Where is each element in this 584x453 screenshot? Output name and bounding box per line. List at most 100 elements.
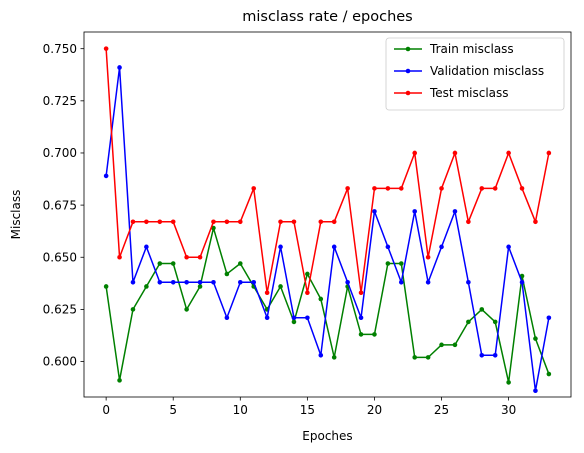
train-misclass-point bbox=[425, 355, 431, 360]
y-tick-label: 0.650 bbox=[43, 250, 77, 264]
test-misclass-point bbox=[103, 46, 109, 51]
test-misclass-point bbox=[533, 219, 538, 225]
train-misclass-point bbox=[533, 336, 538, 341]
validation-misclass-point bbox=[452, 209, 458, 214]
y-tick-label: 0.625 bbox=[43, 303, 77, 317]
validation-misclass-point bbox=[385, 244, 391, 250]
validation-misclass-point bbox=[170, 279, 176, 285]
test-misclass-point bbox=[237, 219, 243, 225]
validation-misclass-point bbox=[103, 173, 109, 179]
validation-misclass-series bbox=[103, 65, 552, 394]
train-misclass-point bbox=[479, 307, 485, 312]
validation-misclass-point bbox=[358, 315, 364, 321]
validation-misclass-point bbox=[506, 244, 511, 250]
x-tick-label: 25 bbox=[434, 403, 449, 417]
validation-misclass-point bbox=[519, 279, 525, 285]
test-misclass-point bbox=[144, 219, 149, 225]
test-misclass-point bbox=[546, 150, 552, 156]
test-misclass-point bbox=[117, 254, 122, 260]
test-misclass-point bbox=[305, 290, 310, 296]
train-misclass-point bbox=[237, 261, 243, 266]
legend-label: Validation misclass bbox=[430, 64, 544, 78]
test-misclass-point bbox=[425, 254, 431, 260]
train-misclass-point bbox=[318, 296, 324, 302]
validation-misclass-point bbox=[492, 352, 498, 358]
validation-misclass-point bbox=[117, 65, 122, 70]
test-misclass-point bbox=[492, 186, 498, 191]
x-tick-label: 5 bbox=[169, 403, 177, 417]
validation-misclass-point bbox=[130, 279, 136, 285]
validation-misclass-point bbox=[425, 279, 431, 285]
x-tick-label: 30 bbox=[501, 403, 516, 417]
train-misclass-point bbox=[103, 284, 109, 289]
legend-entry-train-misclass: Train misclass bbox=[394, 42, 514, 56]
legend: Train misclass Validation misclass Test mi… bbox=[385, 37, 565, 111]
train-misclass-point bbox=[385, 261, 391, 266]
validation-misclass-point bbox=[211, 279, 216, 285]
legend-marker bbox=[405, 46, 411, 52]
x-tick-label: 20 bbox=[367, 403, 382, 417]
train-misclass-point bbox=[291, 319, 297, 325]
validation-misclass-point bbox=[237, 279, 243, 285]
test-misclass-line bbox=[105, 48, 550, 294]
train-misclass-point bbox=[398, 261, 404, 266]
validation-misclass-point bbox=[264, 315, 270, 321]
train-misclass-point bbox=[439, 342, 444, 348]
validation-misclass-point bbox=[546, 315, 552, 321]
x-axis: 0 5 10 15 20 25 30 bbox=[102, 397, 516, 417]
test-misclass-point bbox=[398, 186, 404, 191]
test-misclass-point bbox=[385, 186, 391, 191]
legend-entry-test-misclass: Test misclass bbox=[394, 86, 509, 100]
legend-entry-validation-misclass: Validation misclass bbox=[394, 64, 544, 78]
test-misclass-point bbox=[439, 186, 444, 191]
y-tick-label: 0.700 bbox=[43, 146, 77, 160]
train-misclass-point bbox=[492, 319, 498, 325]
test-misclass-point bbox=[331, 219, 337, 225]
test-misclass-point bbox=[452, 150, 458, 156]
train-misclass-point bbox=[278, 284, 283, 289]
train-misclass-point bbox=[170, 261, 176, 266]
test-misclass-point bbox=[519, 186, 525, 191]
validation-misclass-point bbox=[197, 279, 203, 285]
test-misclass-point bbox=[211, 219, 216, 225]
validation-misclass-point bbox=[372, 209, 377, 214]
legend-marker bbox=[405, 90, 411, 96]
train-misclass-point bbox=[358, 332, 364, 337]
test-misclass-point bbox=[197, 254, 203, 260]
train-misclass-point bbox=[197, 284, 203, 289]
test-misclass-point bbox=[170, 219, 176, 225]
y-tick-label: 0.675 bbox=[43, 198, 77, 212]
train-misclass-point bbox=[412, 355, 418, 360]
train-misclass-point bbox=[305, 271, 310, 277]
validation-misclass-point bbox=[318, 352, 324, 358]
validation-misclass-point bbox=[466, 279, 471, 285]
legend-box bbox=[385, 37, 565, 111]
validation-misclass-point bbox=[144, 244, 149, 250]
test-misclass-point bbox=[372, 186, 377, 191]
train-misclass-point bbox=[117, 378, 122, 383]
x-tick-label: 15 bbox=[300, 403, 315, 417]
test-misclass-point bbox=[224, 219, 230, 225]
train-misclass-point bbox=[184, 307, 189, 312]
train-misclass-point bbox=[224, 271, 230, 277]
validation-misclass-point bbox=[412, 209, 418, 214]
test-misclass-point bbox=[264, 290, 270, 296]
y-tick-label: 0.725 bbox=[43, 94, 77, 108]
validation-misclass-point bbox=[398, 279, 404, 285]
x-tick-label: 10 bbox=[233, 403, 248, 417]
validation-misclass-point bbox=[305, 315, 310, 321]
y-tick-label: 0.750 bbox=[43, 42, 77, 56]
test-misclass-point bbox=[291, 219, 297, 225]
legend-marker bbox=[405, 68, 411, 74]
train-misclass-point bbox=[130, 307, 136, 312]
validation-misclass-point bbox=[479, 352, 485, 358]
train-misclass-point bbox=[331, 355, 337, 360]
chart-title: misclass rate / epoches bbox=[242, 9, 413, 25]
train-misclass-point bbox=[506, 380, 511, 385]
test-misclass-point bbox=[184, 254, 189, 260]
validation-misclass-point bbox=[224, 315, 230, 321]
validation-misclass-point bbox=[291, 315, 297, 321]
test-misclass-point bbox=[358, 290, 364, 296]
test-misclass-point bbox=[251, 186, 257, 191]
